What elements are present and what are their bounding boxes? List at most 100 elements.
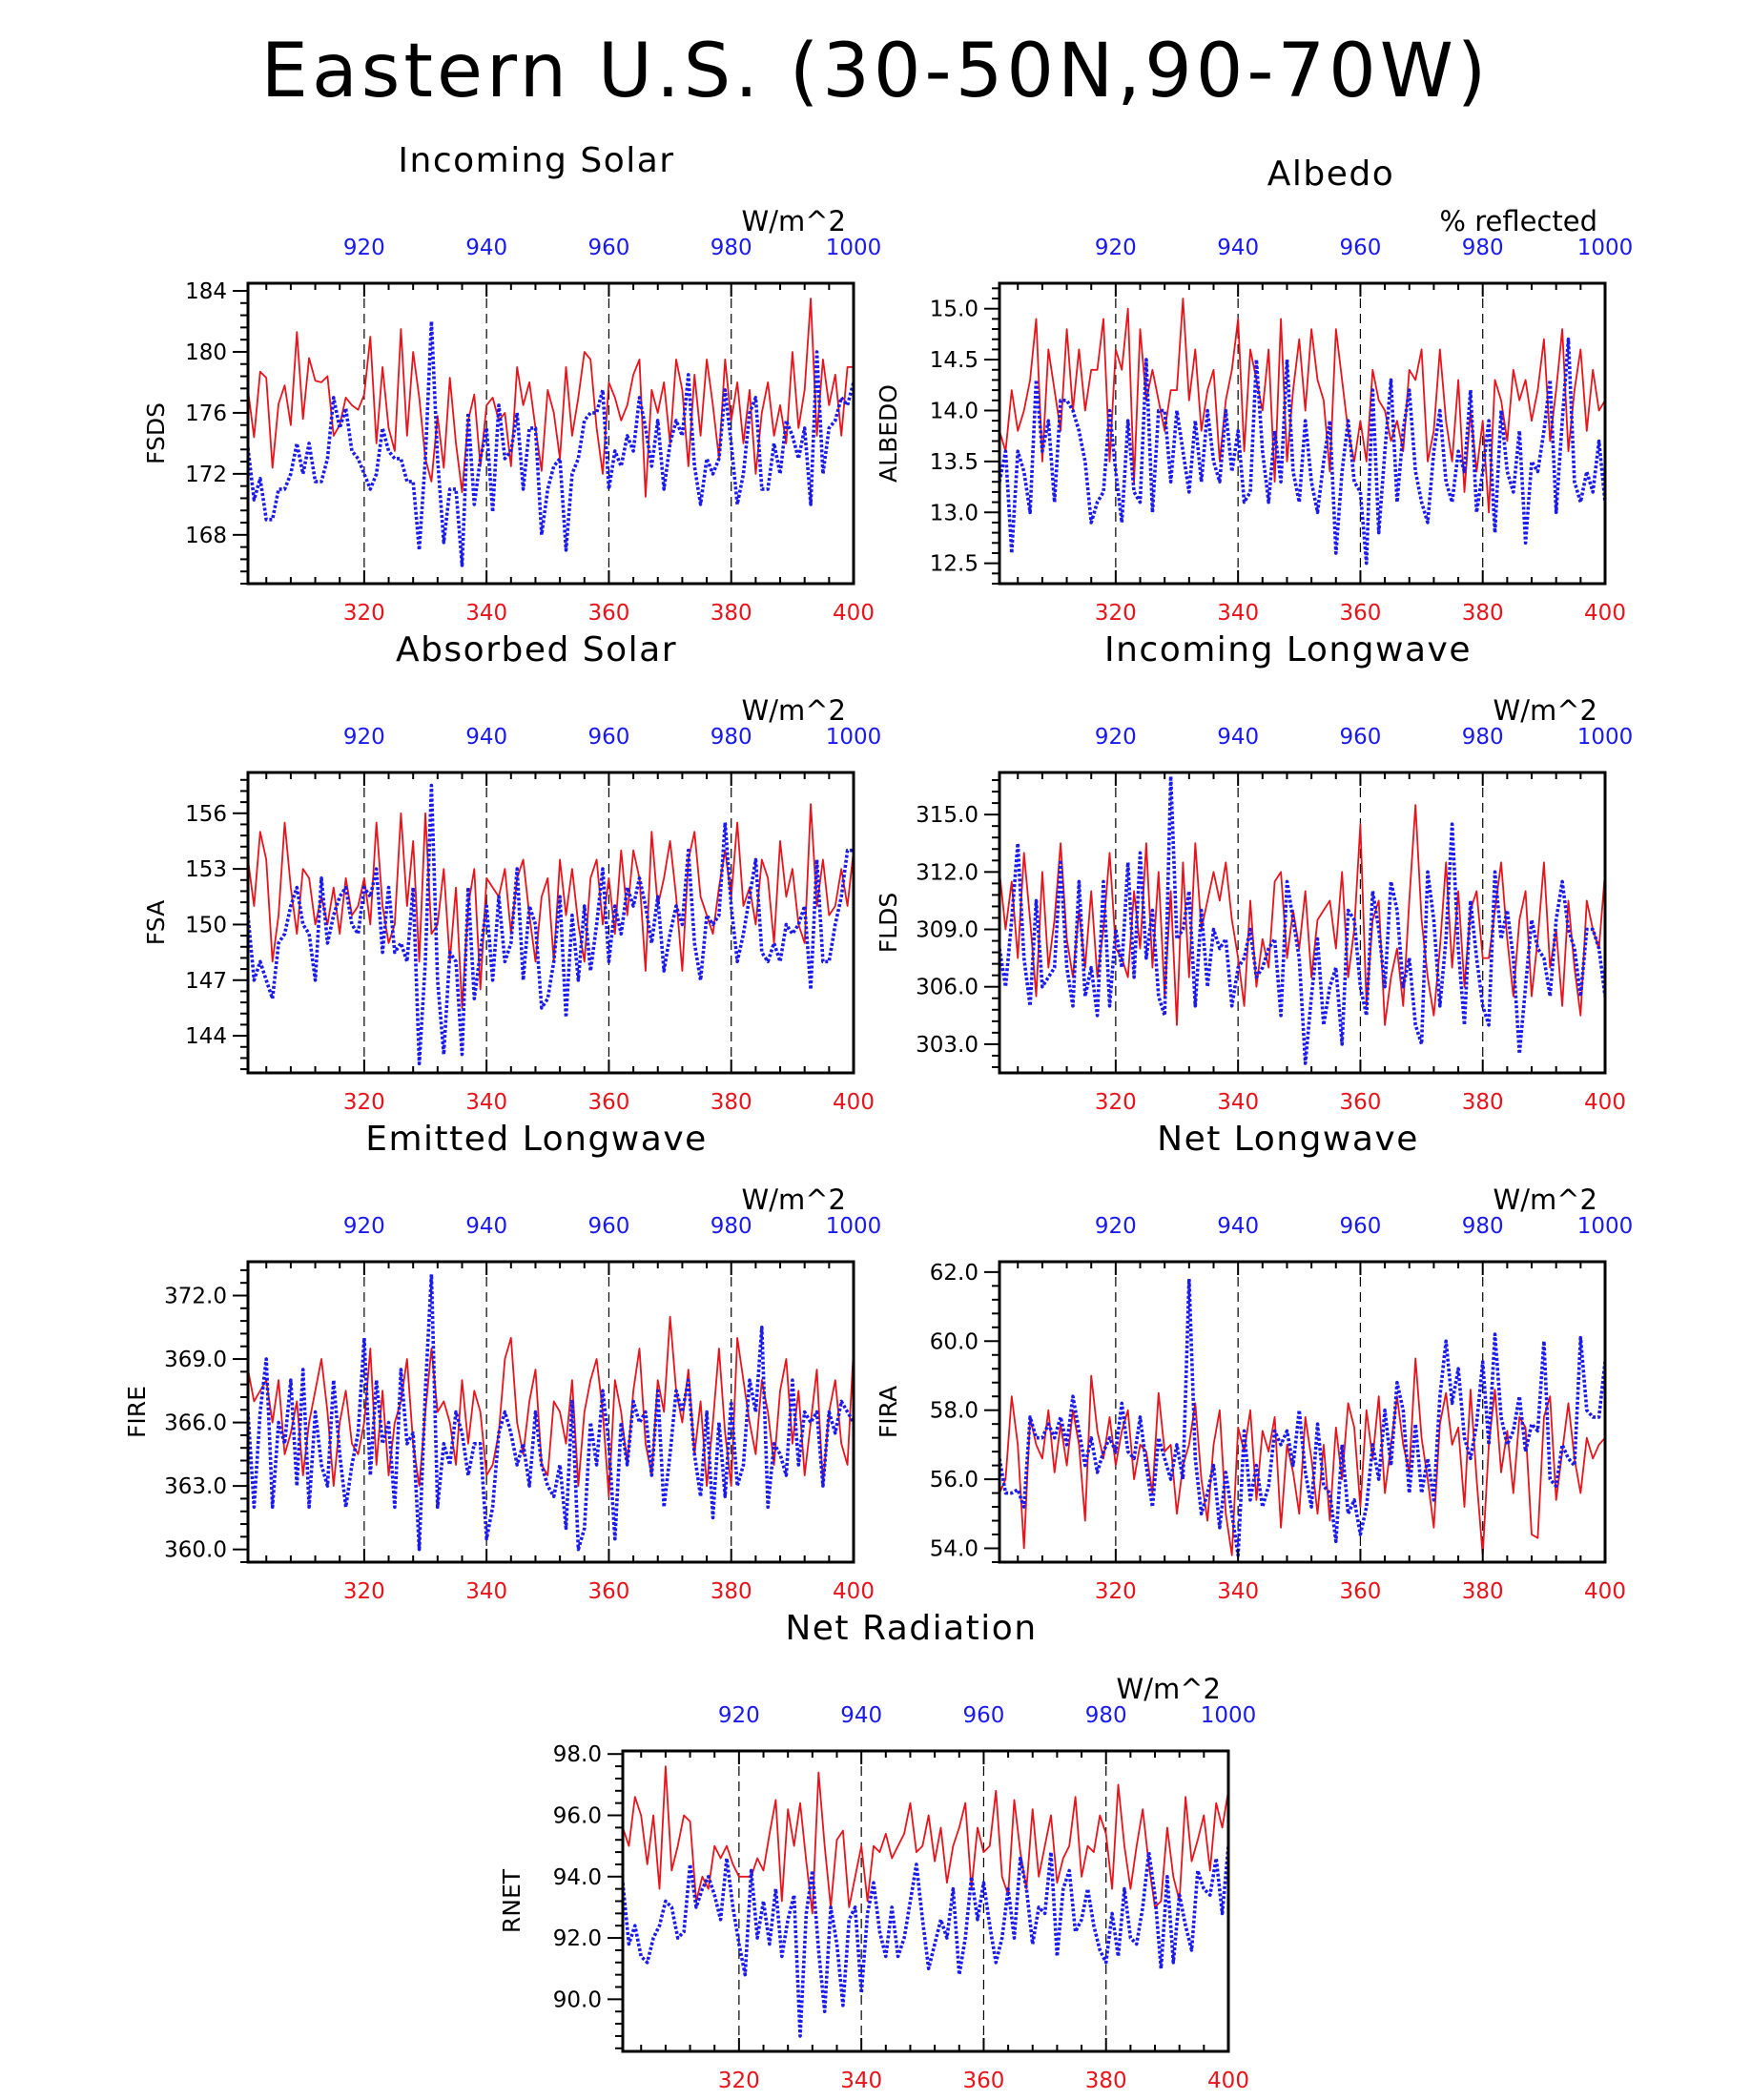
- x-tick-label-bottom: 320: [343, 1090, 385, 1115]
- x-tick-label-bottom: 340: [840, 2069, 882, 2093]
- plot-frame: [998, 771, 1607, 1075]
- series-top-line: [999, 337, 1605, 566]
- y-tick-label: 303.0: [916, 1033, 978, 1058]
- x-tick-label-top: 940: [1217, 1214, 1259, 1239]
- x-tick-label-top: 940: [1217, 725, 1259, 750]
- x-tick-label-bottom: 320: [718, 2069, 760, 2093]
- y-tick-label: 144: [185, 1024, 227, 1049]
- y-axis-label: FIRE: [123, 1386, 151, 1438]
- x-tick-label-bottom: 360: [587, 1090, 629, 1115]
- panel-fsa: 320 340 360 380 400 920 940 960 980 1000 144 147 150…: [142, 630, 881, 1115]
- series-top-line: [999, 1277, 1605, 1557]
- y-tick-label: 13.0: [930, 501, 978, 525]
- series-bottom-line: [999, 804, 1605, 1026]
- panel-title: Net Radiation: [785, 1609, 1037, 1648]
- x-tick-label-bottom: 340: [465, 1090, 507, 1115]
- x-tick-label-top: 980: [711, 236, 752, 260]
- x-tick-label-bottom: 320: [343, 1579, 385, 1604]
- x-tick-label-bottom: 380: [1462, 1090, 1504, 1115]
- x-tick-label-top: 920: [343, 236, 385, 260]
- y-tick-label: 56.0: [930, 1468, 978, 1493]
- x-tick-label-bottom: 360: [1339, 1090, 1381, 1115]
- units-label: % reflected: [1439, 205, 1597, 237]
- x-tick-label-bottom: 340: [465, 1579, 507, 1604]
- panel-title: Emitted Longwave: [365, 1120, 708, 1159]
- x-tick-label-top: 940: [465, 725, 507, 750]
- figure-title: Eastern U.S. (30-50N,90-70W): [260, 29, 1491, 114]
- x-tick-label-top: 960: [587, 236, 629, 260]
- x-tick-label-bottom: 340: [1217, 601, 1259, 626]
- x-tick-label-top: 980: [711, 725, 752, 750]
- x-tick-label-bottom: 400: [1584, 1579, 1626, 1604]
- plot-frame: [246, 281, 855, 586]
- x-tick-label-top: 1000: [1577, 236, 1634, 260]
- y-tick-label: 98.0: [553, 1742, 602, 1767]
- panel-albedo: 320 340 360 380 400 920 940 960 980 1000 12.5 13.0 1…: [875, 154, 1633, 626]
- y-axis-label: FIRA: [875, 1386, 902, 1438]
- series-top-line: [248, 783, 854, 1066]
- units-label: W/m^2: [742, 1184, 846, 1216]
- x-tick-label-top: 1000: [1577, 725, 1634, 750]
- x-tick-label-top: 1000: [826, 1214, 882, 1239]
- series-bottom-line: [999, 1357, 1605, 1556]
- panel-fsds: 320 340 360 380 400 920 940 960 980 1000 168 172 176…: [142, 141, 881, 626]
- x-tick-label-top: 1000: [1577, 1214, 1634, 1239]
- x-tick-label-top: 980: [1462, 236, 1504, 260]
- y-tick-label: 58.0: [930, 1399, 978, 1424]
- x-tick-label-bottom: 380: [1462, 601, 1504, 626]
- series-top-line: [248, 319, 854, 567]
- x-tick-label-top: 1000: [1201, 1703, 1257, 1728]
- units-label: W/m^2: [1494, 694, 1597, 727]
- series-bottom-line: [248, 298, 854, 498]
- y-tick-label: 13.5: [930, 450, 978, 475]
- x-tick-label-top: 960: [1339, 725, 1381, 750]
- x-tick-label-bottom: 360: [587, 601, 629, 626]
- y-tick-label: 360.0: [164, 1538, 227, 1563]
- plot-frame: [998, 281, 1607, 586]
- x-tick-label-top: 920: [1095, 725, 1137, 750]
- panel-title: Incoming Longwave: [1104, 630, 1472, 669]
- x-tick-label-top: 940: [465, 236, 507, 260]
- x-tick-label-bottom: 400: [1584, 601, 1626, 626]
- x-tick-label-bottom: 380: [1462, 1579, 1504, 1604]
- y-tick-label: 184: [185, 279, 227, 304]
- x-tick-label-top: 920: [343, 725, 385, 750]
- series-top-line: [623, 1845, 1228, 2038]
- y-axis-label: FLDS: [875, 893, 902, 953]
- y-axis-label: ALBEDO: [875, 384, 902, 483]
- plot-frame: [621, 1749, 1230, 2053]
- x-tick-label-top: 960: [1339, 1214, 1381, 1239]
- x-tick-label-bottom: 380: [711, 601, 752, 626]
- y-tick-label: 363.0: [164, 1474, 227, 1499]
- x-tick-label-bottom: 380: [1085, 2069, 1127, 2093]
- y-tick-label: 15.0: [930, 298, 978, 322]
- y-tick-label: 176: [185, 401, 227, 426]
- x-tick-label-bottom: 340: [465, 601, 507, 626]
- x-tick-label-bottom: 360: [587, 1579, 629, 1604]
- x-tick-label-bottom: 360: [1339, 601, 1381, 626]
- panel-title: Net Longwave: [1157, 1120, 1419, 1159]
- x-tick-label-bottom: 320: [343, 601, 385, 626]
- x-tick-label-top: 960: [962, 1703, 1004, 1728]
- series-top-line: [999, 774, 1605, 1065]
- y-tick-label: 14.5: [930, 348, 978, 373]
- x-tick-label-bottom: 380: [711, 1090, 752, 1115]
- y-tick-label: 366.0: [164, 1411, 227, 1436]
- x-tick-label-top: 920: [1095, 1214, 1137, 1239]
- x-tick-label-bottom: 320: [1095, 1090, 1137, 1115]
- x-tick-label-bottom: 340: [1217, 1579, 1259, 1604]
- panel-fira: 320 340 360 380 400 920 940 960 980 1000 54.0 56.0 5…: [875, 1120, 1633, 1604]
- y-tick-label: 309.0: [916, 918, 978, 943]
- y-tick-label: 312.0: [916, 860, 978, 885]
- series-bottom-line: [623, 1765, 1228, 1915]
- panel-title: Absorbed Solar: [396, 630, 677, 669]
- x-tick-label-bottom: 320: [1095, 1579, 1137, 1604]
- x-tick-label-top: 980: [1462, 725, 1504, 750]
- y-axis-label: RNET: [498, 1868, 525, 1933]
- x-tick-label-bottom: 400: [833, 1090, 875, 1115]
- x-tick-label-top: 960: [587, 725, 629, 750]
- y-tick-label: 90.0: [553, 1987, 602, 2012]
- x-tick-label-bottom: 360: [962, 2069, 1004, 2093]
- y-tick-label: 372.0: [164, 1284, 227, 1308]
